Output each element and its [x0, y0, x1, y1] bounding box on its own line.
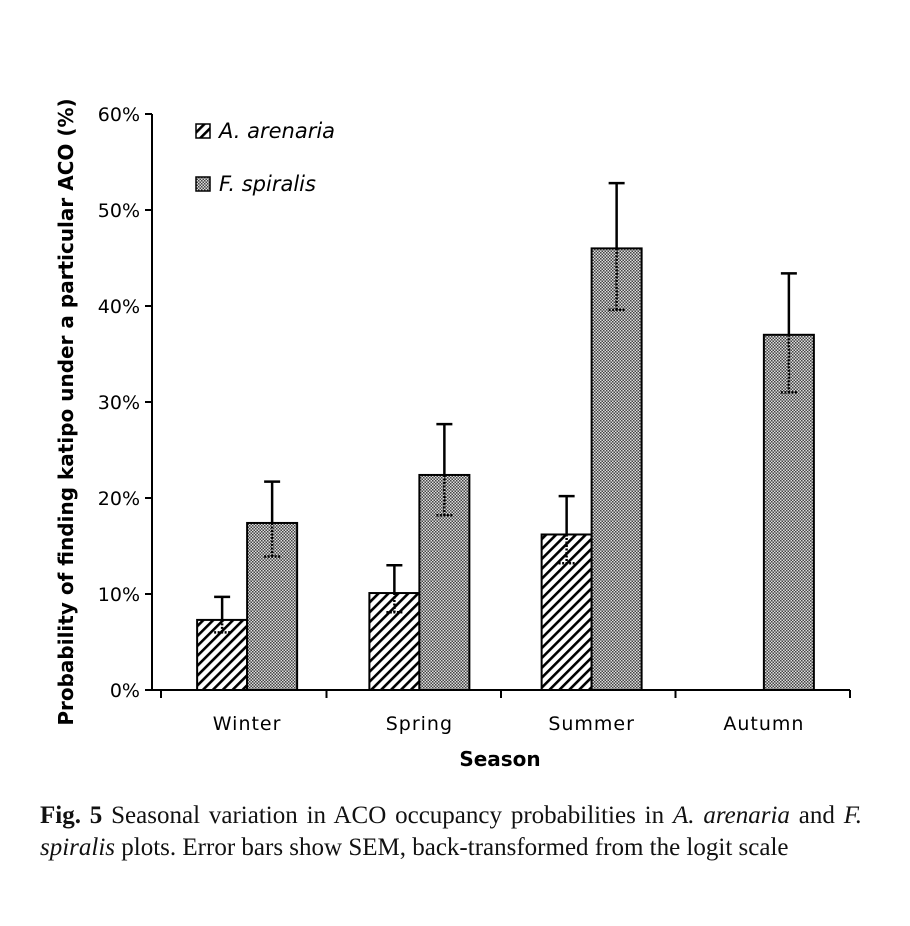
bar-chart: 0% 10% 20% 30% 40% 50% 60% Winter Spring Summer Au…: [54, 98, 851, 771]
caption-text: and: [789, 802, 844, 829]
bar-f-spiralis: [590, 247, 643, 691]
bar-f-spiralis: [418, 473, 471, 691]
caption-species: A. arenaria: [672, 802, 790, 829]
caption-text: plots. Error bars show SEM, back-transfo…: [115, 834, 789, 861]
y-tick-label: 20%: [98, 488, 140, 510]
y-tick-label: 30%: [98, 392, 140, 414]
x-axis-title: Season: [459, 747, 540, 771]
x-tick-label: Spring: [386, 713, 453, 735]
x-tick-label: Winter: [213, 713, 282, 735]
y-axis-title: Probability of finding katipo under a pa…: [54, 98, 78, 725]
caption-text: Seasonal variation in ACO occupancy prob…: [102, 802, 673, 829]
bar-a-arenaria: [368, 592, 421, 691]
legend-swatch: [195, 123, 211, 139]
x-tick-label: Autumn: [723, 713, 804, 735]
y-tick-label: 40%: [98, 296, 140, 318]
bar-a-arenaria: [540, 533, 593, 691]
caption-label: Fig. 5: [40, 802, 103, 829]
y-tick-label: 60%: [98, 104, 140, 126]
legend-label: F. spiralis: [219, 172, 316, 196]
figure-caption: Fig. 5 Seasonal variation in ACO occupan…: [40, 800, 862, 864]
y-tick-label: 0%: [110, 680, 140, 702]
x-tick-label: Summer: [548, 713, 635, 735]
caption-species: F. spiralis: [40, 802, 862, 861]
legend-label: A. arenaria: [217, 119, 335, 143]
y-tick-label: 50%: [98, 200, 140, 222]
y-tick-label: 10%: [98, 584, 140, 606]
legend-swatch: [195, 176, 211, 192]
